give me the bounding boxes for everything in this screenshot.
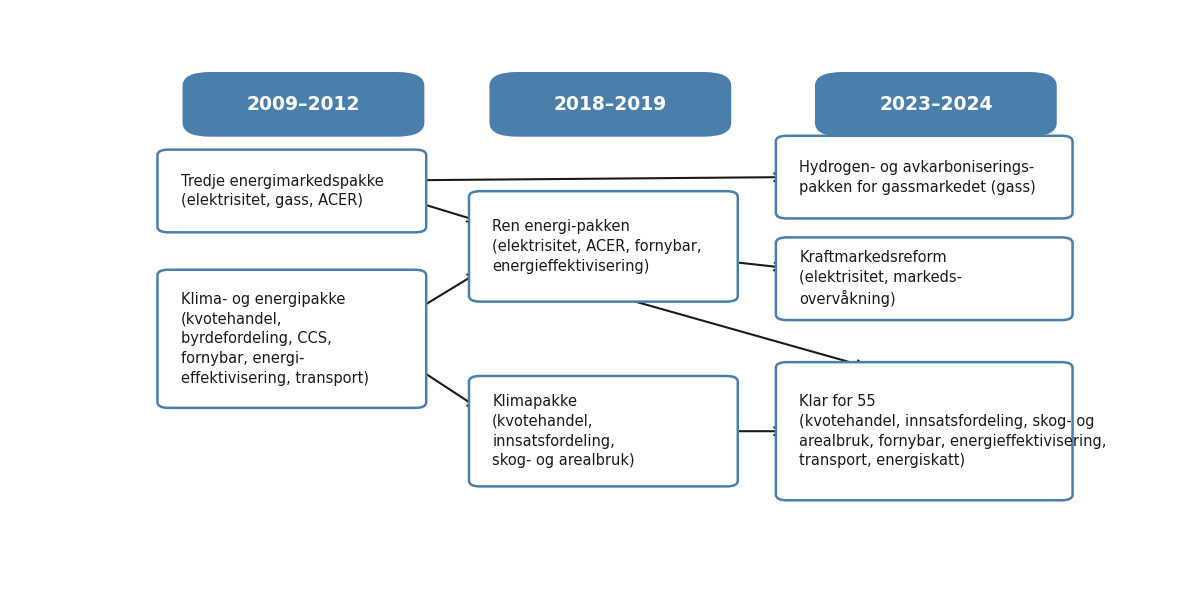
FancyBboxPatch shape bbox=[157, 270, 426, 408]
Text: Hydrogen- og avkarboniserings-
pakken for gassmarkedet (gass): Hydrogen- og avkarboniserings- pakken fo… bbox=[799, 160, 1036, 194]
FancyBboxPatch shape bbox=[776, 136, 1073, 218]
FancyBboxPatch shape bbox=[776, 238, 1073, 320]
Text: Kraftmarkedsreform
(elektrisitet, markeds-
overvåkning): Kraftmarkedsreform (elektrisitet, marked… bbox=[799, 250, 962, 307]
FancyBboxPatch shape bbox=[469, 191, 738, 302]
FancyBboxPatch shape bbox=[490, 72, 731, 137]
FancyBboxPatch shape bbox=[157, 149, 426, 232]
Text: Klimapakke
(kvotehandel,
innsatsfordeling,
skog- og arealbruk): Klimapakke (kvotehandel, innsatsfordelin… bbox=[492, 394, 635, 469]
Text: Tredje energimarkedspakke
(elektrisitet, gass, ACER): Tredje energimarkedspakke (elektrisitet,… bbox=[181, 173, 384, 208]
Text: 2018–2019: 2018–2019 bbox=[553, 95, 667, 114]
FancyBboxPatch shape bbox=[469, 376, 738, 487]
FancyBboxPatch shape bbox=[815, 72, 1057, 137]
Text: 2023–2024: 2023–2024 bbox=[880, 95, 992, 114]
Text: 2009–2012: 2009–2012 bbox=[247, 95, 360, 114]
Text: Klima- og energipakke
(kvotehandel,
byrdefordeling, CCS,
fornybar, energi-
effek: Klima- og energipakke (kvotehandel, byrd… bbox=[181, 292, 368, 386]
Text: Ren energi-pakken
(elektrisitet, ACER, fornybar,
energieffektivisering): Ren energi-pakken (elektrisitet, ACER, f… bbox=[492, 219, 702, 274]
Text: Klar for 55
(kvotehandel, innsatsfordeling, skog- og
arealbruk, fornybar, energi: Klar for 55 (kvotehandel, innsatsfordeli… bbox=[799, 394, 1106, 469]
FancyBboxPatch shape bbox=[182, 72, 425, 137]
FancyBboxPatch shape bbox=[776, 362, 1073, 500]
